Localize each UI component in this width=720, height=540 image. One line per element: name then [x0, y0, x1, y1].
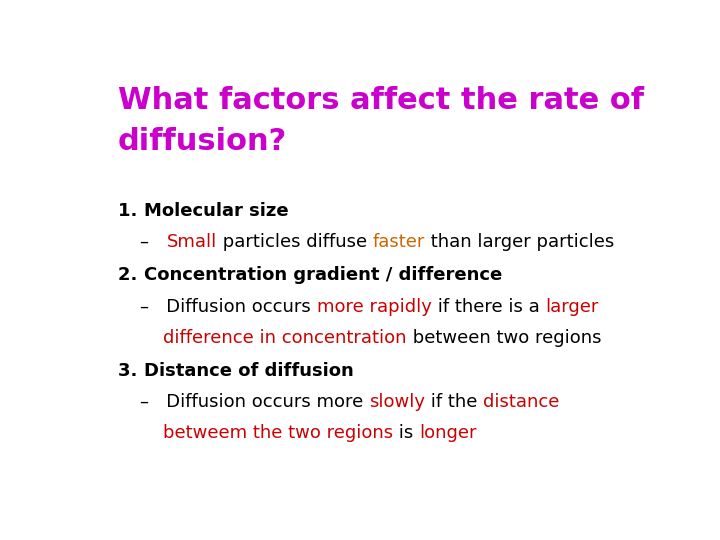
Text: if there is a: if there is a [431, 298, 545, 316]
Text: Small: Small [166, 233, 217, 251]
Text: –: – [140, 233, 166, 251]
Text: between two regions: between two regions [407, 329, 601, 347]
Text: Molecular size: Molecular size [143, 202, 288, 220]
Text: 3.: 3. [118, 362, 143, 380]
Text: diffusion?: diffusion? [118, 127, 287, 156]
Text: –   Diffusion occurs: – Diffusion occurs [140, 298, 317, 316]
Text: if the: if the [426, 393, 483, 411]
Text: What factors affect the rate of: What factors affect the rate of [118, 85, 644, 114]
Text: Distance of diffusion: Distance of diffusion [143, 362, 354, 380]
Text: Concentration gradient / difference: Concentration gradient / difference [143, 266, 502, 285]
Text: slowly: slowly [369, 393, 426, 411]
Text: –   Diffusion occurs more: – Diffusion occurs more [140, 393, 369, 411]
Text: than larger particles: than larger particles [425, 233, 614, 251]
Text: distance: distance [483, 393, 559, 411]
Text: betweem the two regions: betweem the two regions [140, 424, 393, 442]
Text: difference in concentration: difference in concentration [140, 329, 407, 347]
Text: 2.: 2. [118, 266, 143, 285]
Text: particles diffuse: particles diffuse [217, 233, 372, 251]
Text: more rapidly: more rapidly [317, 298, 431, 316]
Text: 1.: 1. [118, 202, 143, 220]
Text: faster: faster [372, 233, 425, 251]
Text: longer: longer [419, 424, 477, 442]
Text: is: is [393, 424, 419, 442]
Text: larger: larger [545, 298, 598, 316]
